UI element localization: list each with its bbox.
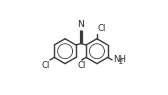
Text: Cl: Cl: [78, 61, 86, 70]
Text: N: N: [78, 20, 85, 29]
Text: NH: NH: [113, 55, 126, 64]
Text: Cl: Cl: [98, 24, 106, 33]
Text: 2: 2: [119, 59, 123, 65]
Text: Cl: Cl: [41, 61, 49, 70]
